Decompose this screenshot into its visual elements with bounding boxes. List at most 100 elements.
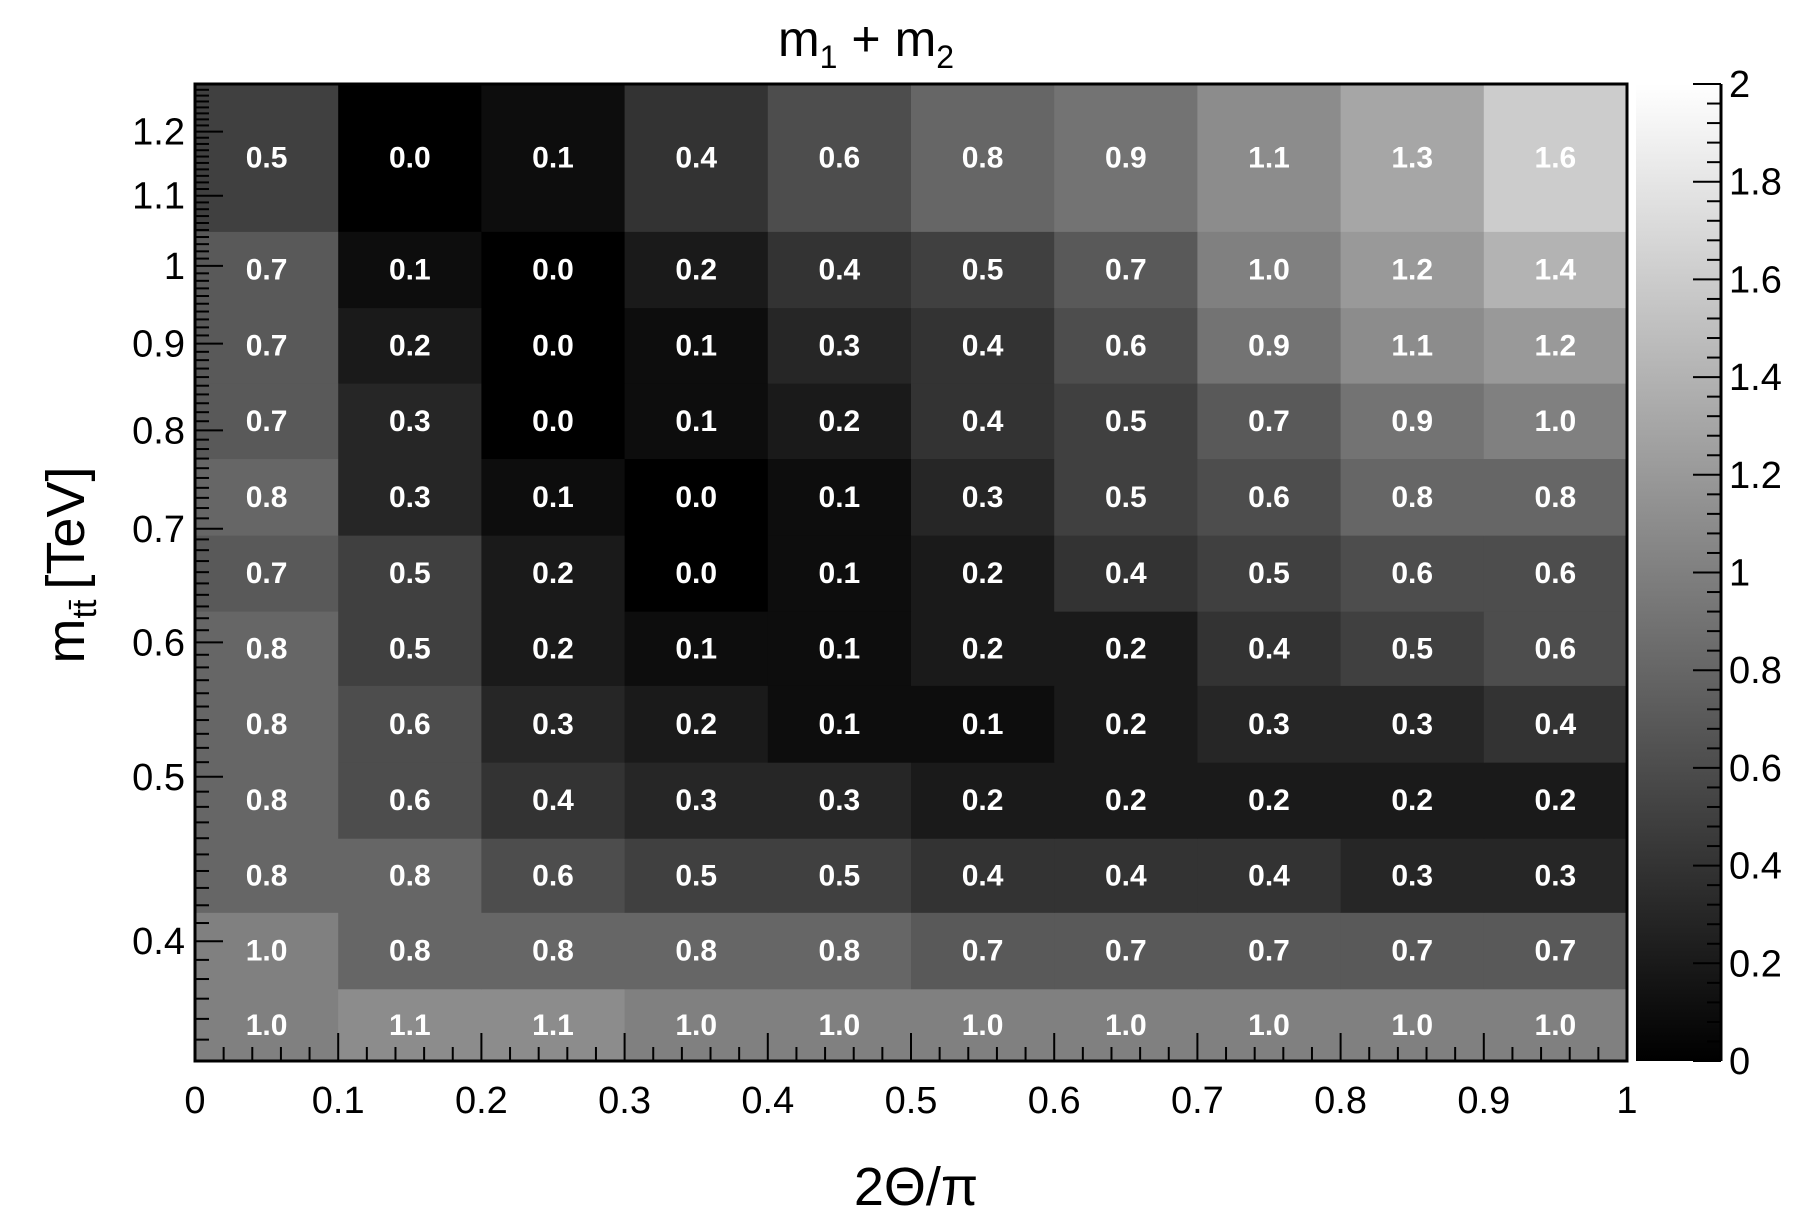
heatmap-cell — [481, 762, 626, 839]
heatmap-cell — [1197, 988, 1342, 1062]
heatmap-cell — [767, 307, 912, 384]
cell-value-label: 0.6 — [1105, 329, 1147, 362]
cell-value-label: 0.7 — [1105, 935, 1147, 968]
cell-value-label: 1.1 — [1391, 329, 1433, 362]
y-tick-label: 1.2 — [132, 112, 185, 154]
cell-value-label: 0.1 — [675, 632, 717, 665]
cell-value-label: 0.7 — [246, 557, 288, 590]
heatmap-cell — [624, 307, 769, 384]
cell-value-label: 0.3 — [819, 329, 861, 362]
cell-value-label: 0.3 — [532, 708, 574, 741]
heatmap-cell — [1197, 912, 1342, 990]
cell-value-label: 0.8 — [1391, 481, 1433, 514]
x-tick-label: 1 — [1616, 1080, 1637, 1122]
heatmap-cell — [624, 535, 769, 612]
heatmap-cell — [767, 611, 912, 686]
heatmap-cell — [767, 762, 912, 839]
cell-value-label: 0.4 — [1248, 632, 1290, 665]
heatmap-cell — [1340, 611, 1485, 686]
colorbar-tick-label: 0.4 — [1729, 846, 1782, 888]
heatmap-cell — [481, 458, 626, 536]
cell-value-label: 1.1 — [389, 1009, 431, 1042]
cell-value-label: 0.1 — [819, 708, 861, 741]
cell-value-label: 0.1 — [819, 557, 861, 590]
title-sub1: 1 — [820, 39, 838, 75]
cell-value-label: 0.5 — [246, 142, 288, 175]
cell-value-label: 0.2 — [675, 708, 717, 741]
heatmap-cell — [767, 535, 912, 612]
heatmap-cell — [911, 762, 1055, 839]
heatmap-cell — [1483, 912, 1628, 990]
heatmap-cell — [1054, 611, 1198, 686]
cell-value-label: 1.0 — [1105, 1009, 1147, 1042]
cell-value-label: 0.9 — [1105, 142, 1147, 175]
heatmap-cell — [624, 988, 769, 1062]
heatmap-cell — [1054, 383, 1198, 460]
heatmap-cell — [1340, 307, 1485, 384]
cell-value-label: 0.7 — [1248, 935, 1290, 968]
cell-value-label: 0.1 — [675, 329, 717, 362]
colorbar-tick-label: 0 — [1729, 1041, 1750, 1083]
heatmap-cell — [1054, 912, 1198, 990]
cell-value-label: 0.8 — [246, 481, 288, 514]
colorbar-tick-label: 1.2 — [1729, 455, 1782, 497]
heatmap-cell — [195, 988, 339, 1062]
cell-value-label: 0.0 — [389, 142, 431, 175]
title-sub2: 2 — [936, 39, 954, 75]
heatmap-cell — [911, 685, 1055, 763]
heatmap-cell — [1483, 231, 1628, 309]
y-tick-label: 0.6 — [132, 622, 185, 664]
cell-value-label: 0.9 — [1391, 405, 1433, 438]
heatmap-cell — [767, 838, 912, 913]
cell-value-label: 0.7 — [1248, 405, 1290, 438]
heatmap-cell — [624, 685, 769, 763]
cell-value-label: 0.2 — [962, 632, 1004, 665]
heatmap-cell — [1340, 383, 1485, 460]
cell-value-label: 0.2 — [1391, 784, 1433, 817]
cell-value-label: 0.6 — [532, 859, 574, 892]
heatmap-cell — [1340, 912, 1485, 990]
heatmap-cell — [1054, 838, 1198, 913]
cell-value-label: 0.7 — [246, 329, 288, 362]
heatmap-cell — [767, 458, 912, 536]
cell-value-label: 0.3 — [675, 784, 717, 817]
heatmap-cell — [1483, 838, 1628, 913]
cell-value-label: 0.3 — [1535, 859, 1577, 892]
heatmap-cell — [1197, 307, 1342, 384]
cell-value-label: 0.2 — [532, 632, 574, 665]
heatmap-cell — [338, 762, 482, 839]
heatmap-cell — [1197, 611, 1342, 686]
heatmap-cell — [481, 231, 626, 309]
y-tick-label: 1.1 — [132, 176, 185, 218]
cell-value-label: 0.0 — [532, 254, 574, 287]
heatmap-cell — [1340, 535, 1485, 612]
cell-value-label: 0.7 — [1105, 254, 1147, 287]
cell-value-label: 1.0 — [1535, 405, 1577, 438]
y-tick-label: 0.4 — [132, 921, 185, 963]
cell-value-label: 0.6 — [1535, 632, 1577, 665]
heatmap-cell — [767, 912, 912, 990]
cell-value-label: 0.7 — [962, 935, 1004, 968]
cell-value-label: 0.3 — [819, 784, 861, 817]
heatmap-cell — [481, 912, 626, 990]
heatmap-cell — [624, 231, 769, 309]
heatmap-cell — [195, 535, 339, 612]
y-tick-label: 1 — [164, 246, 185, 288]
cell-value-label: 0.1 — [532, 142, 574, 175]
x-tick-label: 0.4 — [741, 1080, 794, 1122]
cell-value-label: 0.6 — [1248, 481, 1290, 514]
cell-value-label: 1.3 — [1391, 142, 1433, 175]
heatmap-cell — [195, 912, 339, 990]
heatmap-cell — [195, 838, 339, 913]
heatmap-cell — [1197, 231, 1342, 309]
x-tick-label: 0.1 — [312, 1080, 365, 1122]
heatmap-cell — [1054, 231, 1198, 309]
heatmap-cell — [1197, 84, 1342, 232]
heatmap-cell — [911, 611, 1055, 686]
heatmap-cell — [911, 988, 1055, 1062]
heatmap-cell — [481, 307, 626, 384]
cell-value-label: 0.2 — [962, 784, 1004, 817]
y-tick-label: 0.9 — [132, 324, 185, 366]
colorbar-tick-label: 2 — [1729, 64, 1750, 106]
